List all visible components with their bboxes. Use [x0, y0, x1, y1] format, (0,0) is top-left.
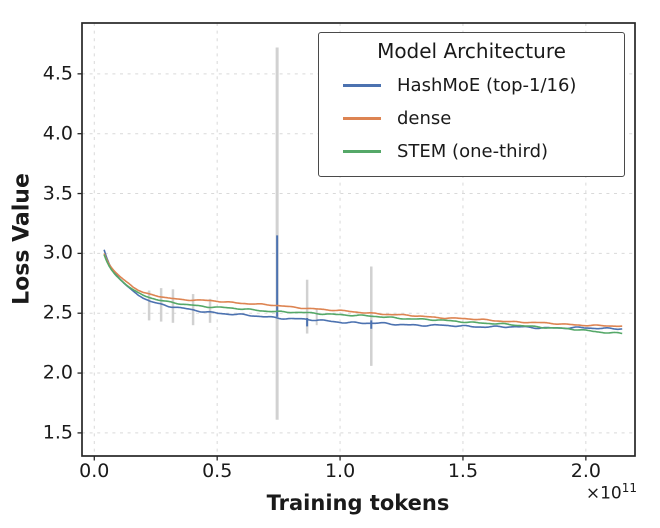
x-tick-label: 0.0	[79, 460, 110, 482]
y-tick-label: 3.0	[42, 241, 73, 264]
x-tick-label: 2.0	[570, 460, 601, 482]
x-tick-label: 1.5	[447, 460, 479, 482]
legend-line-swatch	[343, 84, 381, 87]
legend-item-label: HashMoE (top-1/16)	[397, 75, 577, 96]
legend-item: dense	[329, 102, 614, 135]
legend-item-label: dense	[397, 108, 452, 129]
x-tick-label: 1.0	[324, 460, 356, 482]
legend-line-swatch	[343, 150, 381, 153]
x-axis-label: Training tokens	[266, 491, 450, 515]
legend-item-label: STEM (one-third)	[397, 141, 549, 162]
legend: Model Architecture HashMoE (top-1/16) den…	[318, 32, 625, 177]
legend-item: HashMoE (top-1/16)	[329, 69, 614, 102]
legend-items: HashMoE (top-1/16) dense STEM (one-third)	[329, 69, 614, 168]
y-tick-label: 3.5	[42, 182, 73, 205]
legend-item: STEM (one-third)	[329, 135, 614, 168]
x-tick-label: 0.5	[202, 460, 233, 482]
legend-title: Model Architecture	[377, 39, 566, 63]
x-axis-offset-text: ×1011	[586, 481, 637, 504]
y-axis-label: Loss Value	[9, 173, 35, 305]
offset-exponent: 11	[621, 481, 637, 495]
y-tick-label: 4.5	[42, 62, 73, 85]
y-tick-label: 2.0	[42, 361, 73, 384]
y-tick-label: 1.5	[42, 421, 73, 444]
offset-base: ×10	[585, 483, 622, 504]
y-tick-label: 2.5	[42, 301, 73, 324]
y-tick-label: 4.0	[42, 122, 73, 145]
legend-line-swatch	[343, 117, 381, 120]
